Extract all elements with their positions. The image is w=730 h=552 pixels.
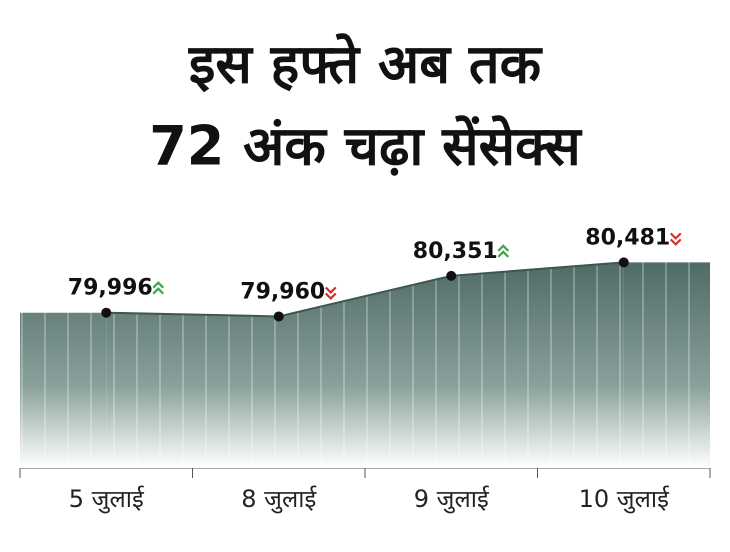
chart-title: 72 अंक चढ़ा सेंसेक्स <box>149 115 583 178</box>
stripes <box>20 230 710 468</box>
point <box>273 311 284 322</box>
line <box>106 261 624 318</box>
value-label: 79,960 <box>240 279 325 304</box>
point <box>446 270 457 281</box>
x-tick-label: 8 जुलाई <box>241 485 317 514</box>
chart-title: इस हफ्ते अब तक <box>188 33 544 96</box>
point <box>101 307 112 318</box>
point <box>618 257 629 268</box>
trend-arrow <box>497 244 510 258</box>
trend-arrow <box>324 286 337 300</box>
x-tick-label: 9 जुलाई <box>414 485 490 514</box>
value-label: 80,351 <box>413 239 498 264</box>
x-tick-label: 10 जुलाई <box>579 485 670 514</box>
trend-arrow <box>669 232 682 246</box>
value-label: 80,481 <box>585 225 670 250</box>
value-label: 79,996 <box>68 276 153 301</box>
x-tick-label: 5 जुलाई <box>69 485 145 514</box>
trend-arrow <box>152 281 165 295</box>
